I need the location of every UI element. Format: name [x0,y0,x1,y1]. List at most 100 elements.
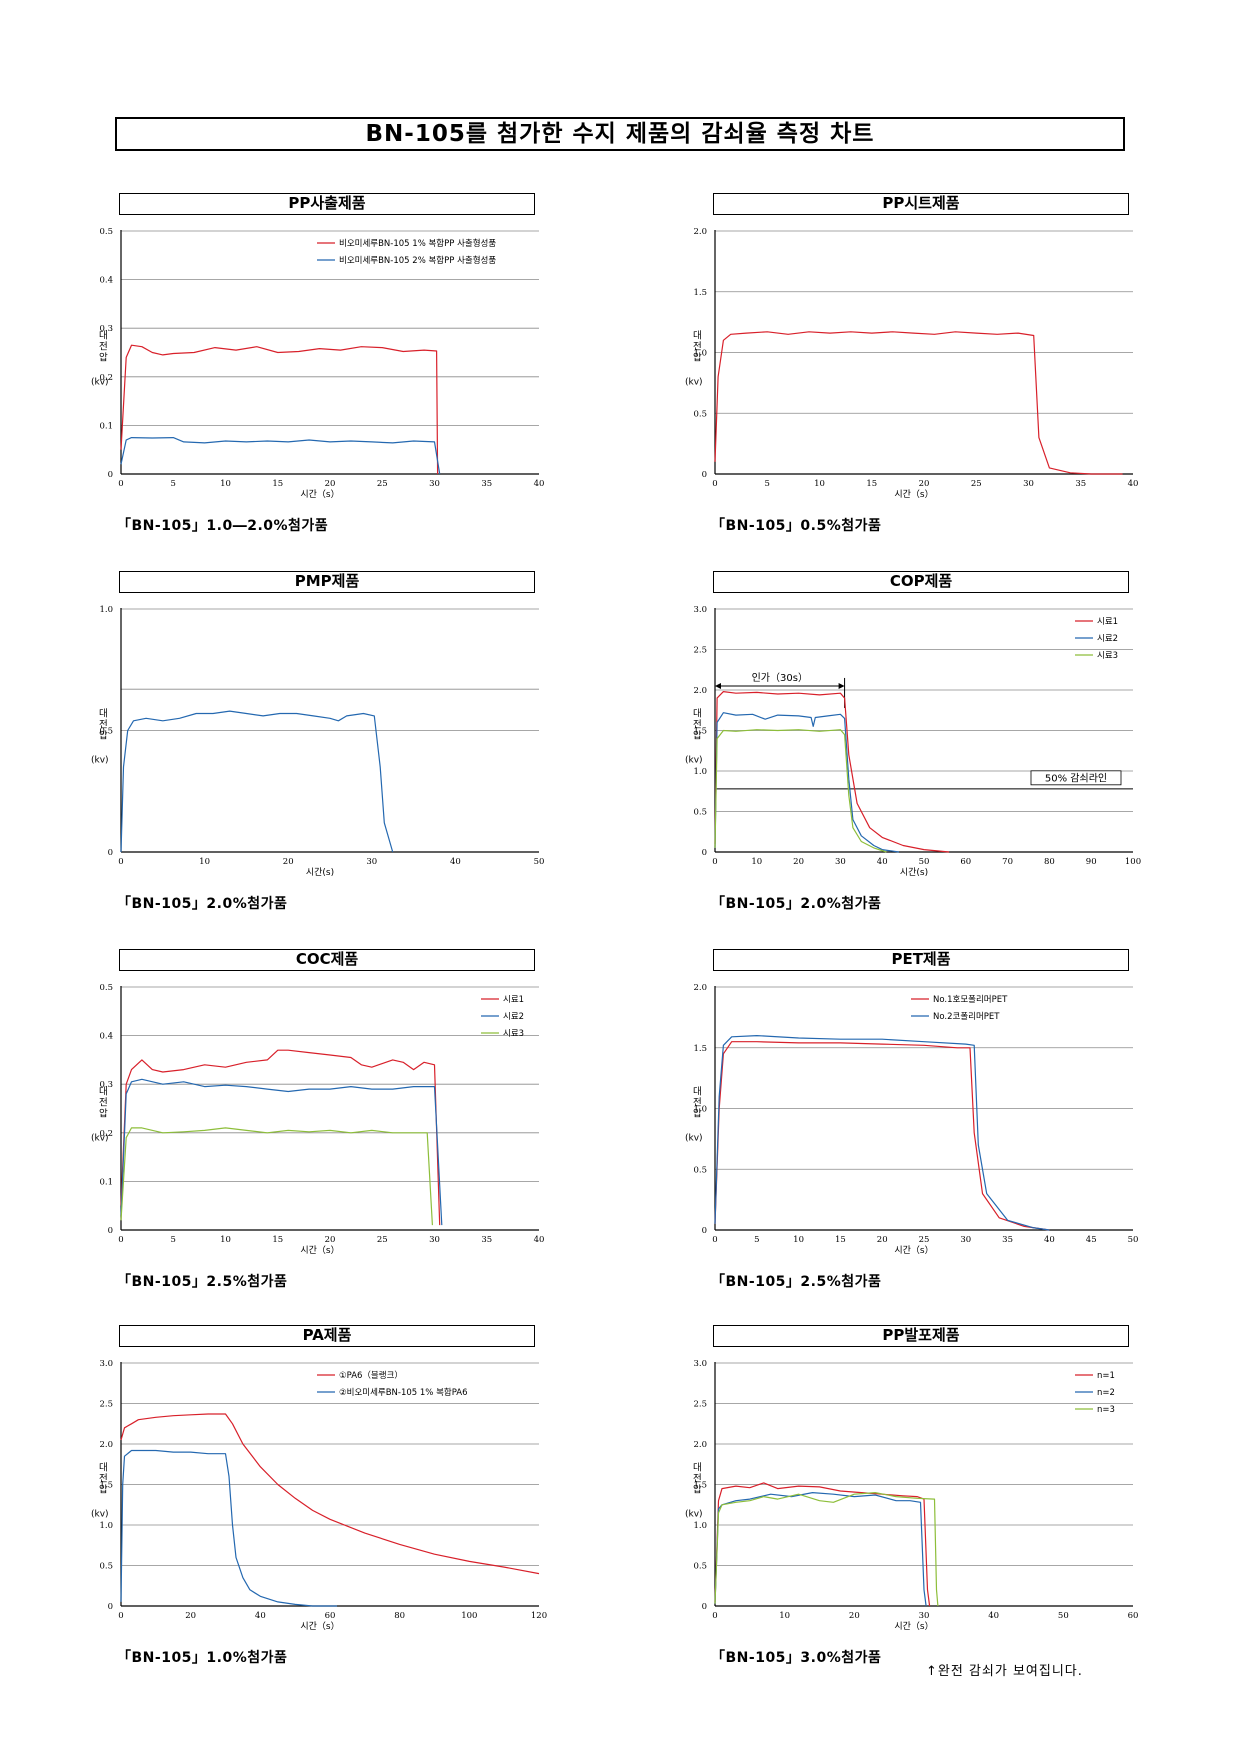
x-tick-label: 10 [814,479,825,489]
x-tick-label: 80 [394,1611,405,1621]
chart-panel: PET제품 0 0.5 1.0 1.5 2.0 0 5 10 15 20 25 30 35 40 45 50 시간… [685,949,1209,1290]
chart-caption: 「BN-105」2.5%첨가품 [711,1274,882,1290]
chart-title: PP시트제품 [713,193,1129,215]
y-axis-unit: (kv) [91,1510,109,1520]
x-tick-label: 15 [835,1235,846,1245]
chart-panel: COC제품 0 0.1 0.2 0.3 0.4 0.5 0 5 10 15 20 25 30 35 40 시간（… [91,949,615,1290]
y-axis-label-char: 전 [693,1098,702,1109]
legend-label: ①PA6（블랭크） [339,1370,403,1381]
y-axis-label-char: 압 [99,1484,108,1496]
y-tick-label: 0.5 [99,983,113,993]
footnote: ↑완전 감쇠가 보여집니다. [926,1664,1083,1679]
series-line [120,710,394,853]
y-axis-label-char: 대 [99,1463,108,1474]
y-tick-label: 0.5 [99,1562,113,1572]
chart-plot: 0 0.1 0.2 0.3 0.4 0.5 0 5 10 15 20 25 30 35 40 시간（s） 대 전 압… [91,983,544,1256]
x-tick-label: 15 [866,479,877,489]
chart-title: PP사출제품 [119,193,535,215]
chart-title: COP제품 [713,571,1129,593]
x-tick-label: 50 [919,857,930,867]
x-tick-label: 15 [272,1235,283,1245]
x-tick-label: 30 [429,1235,440,1245]
y-tick-label: 0.3 [99,1080,113,1090]
y-tick-label: 2.0 [693,983,707,993]
y-tick-label: 0 [108,470,113,480]
y-axis-unit: (kv) [685,1510,703,1520]
chart-title: PET제품 [713,949,1129,971]
chart-caption: 「BN-105」1.0―2.0%첨가품 [117,518,329,534]
legend-label: 비오미세루BN-105 1% 복합PP 사출형성품 [339,238,496,249]
series-line [120,1413,540,1575]
x-tick-label: 25 [919,1235,930,1245]
series-line [120,437,441,475]
x-tick-label: 40 [1044,1235,1055,1245]
chart-caption: 「BN-105」2.0%첨가품 [117,896,288,912]
x-tick-label: 40 [1128,479,1139,489]
y-axis-label-char: 대 [99,1087,108,1098]
x-tick-label: 60 [1128,1611,1139,1621]
x-tick-label: 0 [118,1611,123,1621]
y-tick-label: 2.0 [693,1440,707,1450]
x-tick-label: 10 [199,857,210,867]
page-title: BN-105를 첨가한 수지 제품의 감쇠율 측정 차트 [115,117,1125,151]
x-tick-label: 5 [171,479,176,489]
y-tick-label: 0.5 [693,1165,707,1175]
y-tick-label: 0 [108,848,113,858]
y-axis-label-char: 압 [693,1108,702,1120]
y-axis-label-char: 전 [99,1474,108,1485]
series-line [120,1078,443,1226]
x-tick-label: 30 [919,1611,930,1621]
series-line [714,1482,931,1607]
chart-caption: 「BN-105」0.5%첨가품 [711,518,882,534]
y-axis-label-char: 압 [693,1484,702,1496]
series-line [120,1449,337,1607]
y-axis-label-char: 전 [693,342,702,353]
legend-label: 시료1 [503,995,524,1005]
y-axis-label-char: 압 [99,730,108,742]
y-axis-label-char: 압 [99,352,108,364]
series-line [714,691,950,853]
y-tick-label: 0.2 [99,1129,113,1139]
x-tick-label: 35 [1002,1235,1013,1245]
chart-plot: 0 0.5 1.0 1.5 2.0 2.5 3.0 0 10 20 30 40 50 60 시간（s） 대 전 압… [685,1359,1139,1632]
x-axis-label: 시간（s） [300,489,339,500]
chart-plot: 0 0.5 1.0 1.5 2.0 0 5 10 15 20 25 30 35 40 45 50 시간（s） 대 전… [685,983,1139,1256]
x-tick-label: 35 [1075,479,1086,489]
chart-panel: PP시트제품 0 0.5 1.0 1.5 2.0 0 5 10 15 20 25 30 35 40 시간（s）… [685,193,1209,534]
y-axis-label-char: 압 [693,352,702,364]
x-axis-label: 시간（s） [894,1245,933,1256]
x-axis-label: 시간(s) [306,867,334,878]
y-axis-label-char: 전 [99,1098,108,1109]
y-axis-unit: (kv) [685,378,703,388]
chart-title: COC제품 [119,949,535,971]
y-tick-label: 0.5 [99,227,113,237]
chart-panel: COP제품 0 0.5 1.0 1.5 2.0 2.5 3.0 0 10 20 30 40 50 60 70 8… [685,571,1209,912]
y-tick-label: 1.5 [99,1481,113,1491]
x-axis-label: 시간(s) [900,867,928,878]
series-line [714,331,1123,475]
y-axis-unit: (kv) [685,756,703,766]
y-tick-label: 1.0 [693,1105,707,1115]
x-tick-label: 30 [835,857,846,867]
chart-panel: PMP제품 0 0.5 1.0 0 10 20 30 40 50 시간(s) 대 전 압 (kv) 「BN-1… [91,571,615,912]
y-tick-label: 2.0 [99,1440,113,1450]
x-tick-label: 50 [1128,1235,1139,1245]
y-tick-label: 2.0 [693,227,707,237]
chart-plot: 0 0.5 1.0 0 10 20 30 40 50 시간(s) 대 전 압 (kv) [91,605,544,878]
x-axis-label: 시간（s） [300,1621,339,1632]
x-tick-label: 60 [325,1611,336,1621]
y-axis-label-char: 압 [693,730,702,742]
x-tick-label: 20 [793,857,804,867]
chart-plot: 0 0.5 1.0 1.5 2.0 2.5 3.0 0 20 40 60 80 100 120 시간（s） 대… [91,1359,547,1632]
x-tick-label: 35 [481,1235,492,1245]
x-tick-label: 40 [877,857,888,867]
y-tick-label: 1.5 [693,1044,707,1054]
legend-label: 시료2 [503,1012,524,1022]
y-tick-label: 0.5 [693,808,707,818]
chart-caption: 「BN-105」3.0%첨가품 [711,1650,882,1666]
y-axis-label-char: 대 [99,709,108,720]
y-axis-label-char: 전 [99,342,108,353]
x-tick-label: 40 [255,1611,266,1621]
